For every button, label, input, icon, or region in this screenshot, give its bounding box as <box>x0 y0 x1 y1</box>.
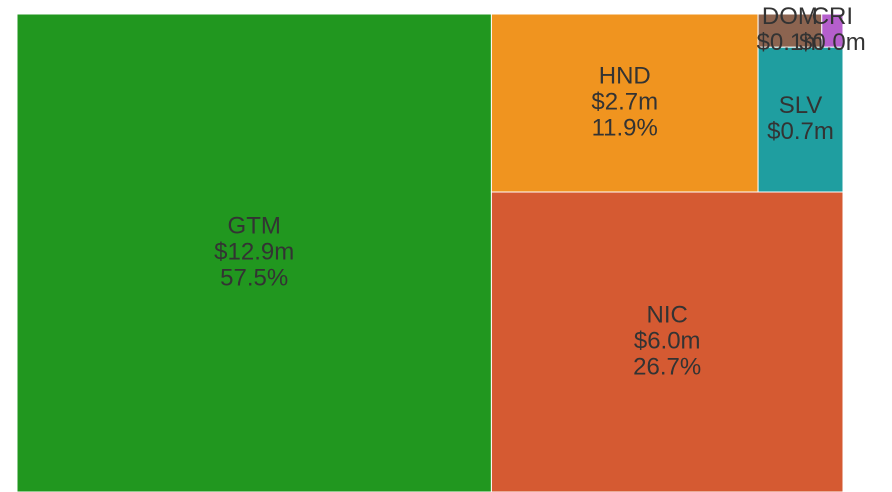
tile-label: $2.7m <box>591 88 658 115</box>
tile-label: NIC <box>647 301 688 328</box>
tile-label: 11.9% <box>592 114 658 141</box>
tile-label: $0.0m <box>799 29 866 56</box>
tile-label: $0.7m <box>767 118 834 145</box>
tile-label: CRI <box>812 3 853 30</box>
tile <box>490 191 844 492</box>
tile-label: HND <box>599 62 651 89</box>
tile <box>821 13 844 48</box>
tile-label: $12.9m <box>214 238 294 265</box>
tile-label: SLV <box>779 92 823 119</box>
tile <box>757 46 844 193</box>
tile-label: DOM <box>762 3 818 30</box>
tile <box>490 13 759 193</box>
tile-label: GTM <box>228 212 281 239</box>
tile-label: 26.7% <box>633 353 701 380</box>
tile <box>16 13 492 492</box>
tile-label: 57.5% <box>220 264 288 291</box>
tile-label: $0.1m <box>757 29 824 56</box>
tile-label: $6.0m <box>634 327 701 354</box>
